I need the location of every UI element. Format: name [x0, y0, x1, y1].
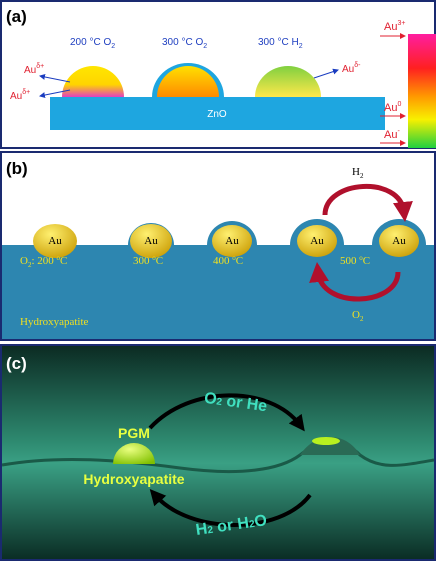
temperature: 400 oC [213, 254, 243, 267]
support-label: Hydroxyapatite [20, 316, 89, 328]
color-scale [408, 34, 436, 148]
figure: (a) 200 °C O2 300 °C O2 300 °C H2 ZnO Au… [0, 0, 436, 561]
panel-label: (a) [6, 7, 27, 26]
page: (a) 200 °C O2 300 °C O2 300 °C H2 ZnO Au… [0, 0, 436, 561]
support-label: Hydroxyapatite [83, 471, 184, 487]
au-label: Au [310, 235, 324, 247]
panel-c: (c) PGM Hydroxyapatite O2 or He H2 or H2… [1, 345, 435, 560]
au-label: Au [225, 235, 239, 247]
support-label: ZnO [207, 109, 227, 120]
au-label: Au [392, 235, 406, 247]
temperature: 500 oC [340, 254, 370, 267]
temperature: 300 oC [133, 254, 163, 267]
au-label: Au [48, 235, 62, 247]
panel-b: (b) Au Au Au Au Au O2: 200 oC 300 oC 400… [1, 152, 435, 340]
panel-label: (b) [6, 159, 28, 178]
temperature: O2: 200 oC [20, 254, 67, 269]
spread-pgm [312, 437, 340, 445]
metal-label: PGM [118, 425, 150, 441]
au-label: Au [144, 235, 158, 247]
panel-a: (a) 200 °C O2 300 °C O2 300 °C H2 ZnO Au… [1, 1, 436, 148]
panel-label: (c) [6, 354, 27, 373]
